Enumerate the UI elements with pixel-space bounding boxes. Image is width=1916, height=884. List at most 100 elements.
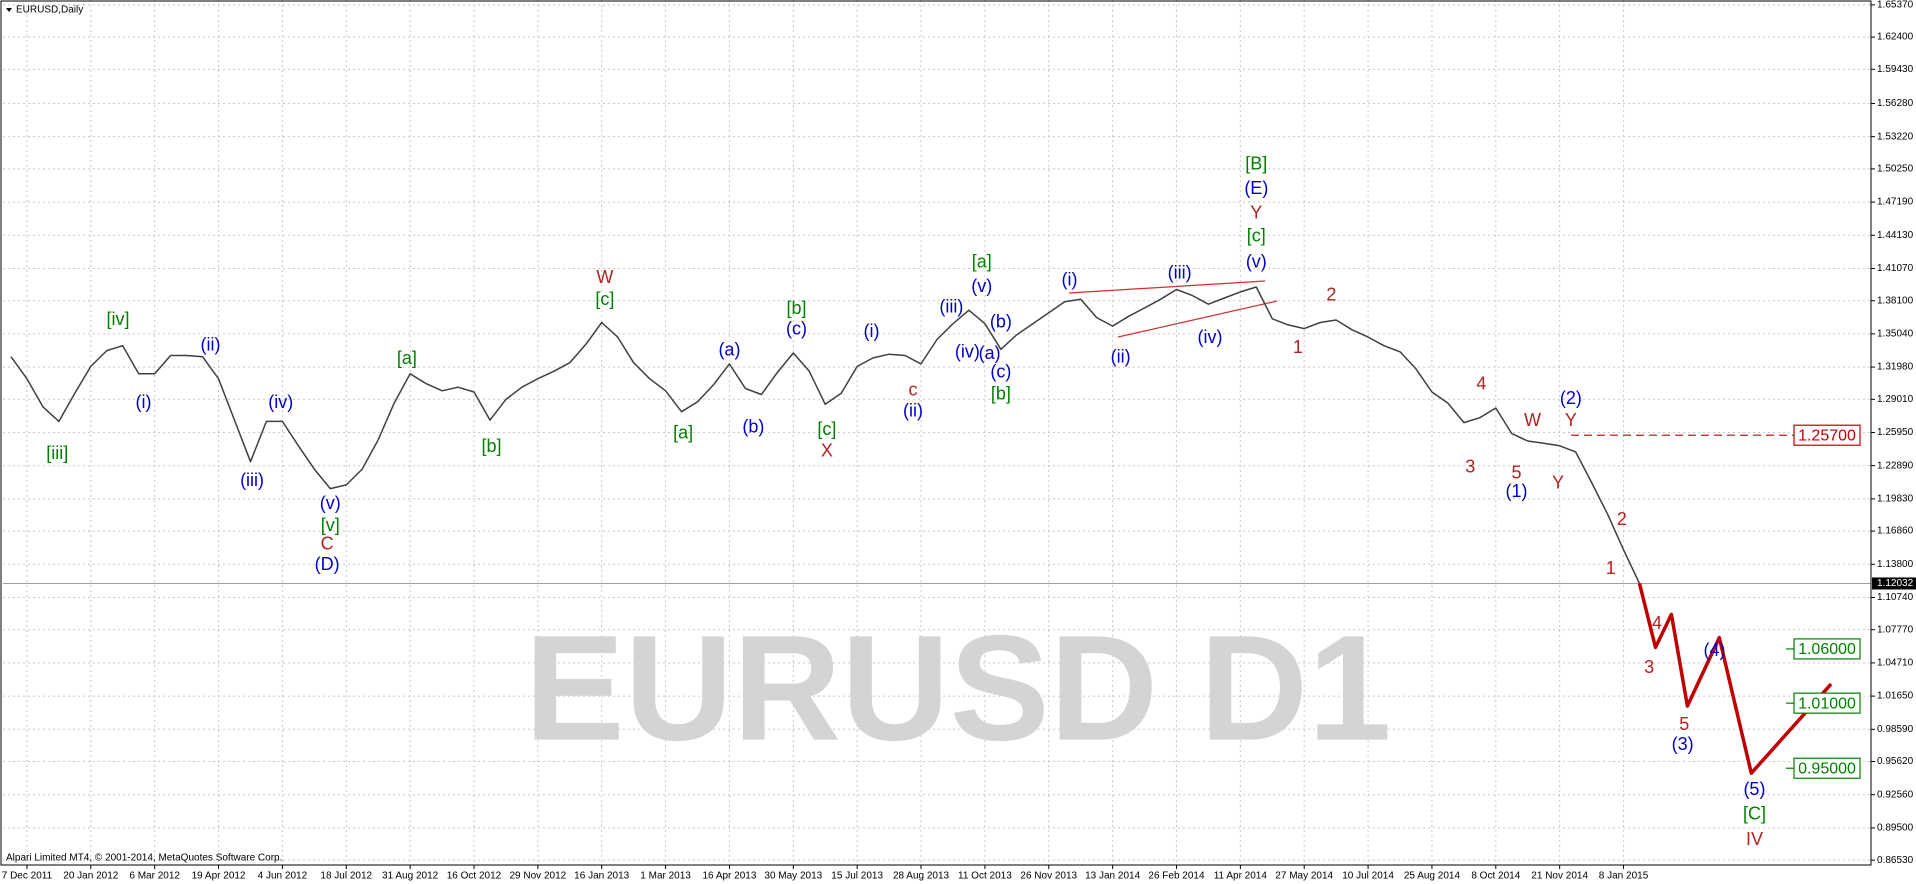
level-label: 0.95000 xyxy=(1798,760,1856,777)
price-line xyxy=(10,286,1641,584)
wave-label: (4) xyxy=(1704,640,1726,660)
x-tick-label: 15 Jul 2013 xyxy=(831,871,883,882)
wave-label: [b] xyxy=(482,436,502,456)
y-tick-label: 0.86530 xyxy=(1877,855,1914,866)
wave-label: (c) xyxy=(786,319,807,339)
level-box xyxy=(1793,757,1861,779)
y-tick-label: 1.16860 xyxy=(1877,526,1914,537)
wave-label: [b] xyxy=(786,298,806,318)
wave-label: [a] xyxy=(972,251,992,271)
y-tick-label: 1.25950 xyxy=(1877,427,1914,438)
footer: Alpari Limited MT4, © 2001-2014, MetaQuo… xyxy=(6,853,282,864)
wave-label: c xyxy=(909,380,918,400)
wave-label: (b) xyxy=(742,416,764,436)
wave-label: 2 xyxy=(1617,509,1627,529)
wave-label: X xyxy=(821,441,833,461)
wave-label: 1 xyxy=(1606,558,1616,578)
wave-label: (iii) xyxy=(939,297,963,317)
x-tick-label: 19 Apr 2012 xyxy=(192,871,246,882)
x-tick-label: 13 Jan 2014 xyxy=(1085,871,1140,882)
y-tick-label: 0.92560 xyxy=(1877,789,1914,800)
x-tick-label: 30 May 2013 xyxy=(764,871,822,882)
x-tick-label: 4 Jun 2012 xyxy=(258,871,308,882)
x-tick-label: 18 Jul 2012 xyxy=(320,871,372,882)
wave-label: (ii) xyxy=(903,400,923,420)
trendline xyxy=(1068,280,1266,294)
wave-label: 1 xyxy=(1293,337,1303,357)
wave-label: IV xyxy=(1746,829,1763,849)
x-tick-label: 16 Jan 2013 xyxy=(574,871,629,882)
x-tick-label: 16 Oct 2012 xyxy=(447,871,502,882)
wave-label: Y xyxy=(1552,472,1564,492)
y-tick-label: 0.89500 xyxy=(1877,823,1914,834)
level-label: 1.01000 xyxy=(1798,695,1856,712)
wave-label: 4 xyxy=(1652,613,1662,633)
menu-arrow[interactable] xyxy=(6,8,12,12)
x-tick-label: 8 Jan 2015 xyxy=(1599,871,1649,882)
level-box xyxy=(1793,424,1861,446)
y-tick-label: 1.35040 xyxy=(1877,329,1914,340)
grid xyxy=(3,0,1871,865)
x-tick-label: 26 Nov 2013 xyxy=(1020,871,1077,882)
wave-label: 4 xyxy=(1476,374,1486,394)
wave-label: [a] xyxy=(397,348,417,368)
wave-label: [C] xyxy=(1743,803,1766,823)
wave-label: (ii) xyxy=(1111,347,1131,367)
wave-label: 5 xyxy=(1679,714,1689,734)
wave-label: (v) xyxy=(320,493,341,513)
level-label: 1.06000 xyxy=(1798,641,1856,658)
x-tick-label: 10 Jul 2014 xyxy=(1342,871,1394,882)
y-tick-label: 1.47190 xyxy=(1877,197,1914,208)
x-tick-label: 26 Feb 2014 xyxy=(1148,871,1205,882)
y-tick-label: 1.38100 xyxy=(1877,295,1914,306)
x-tick-label: 20 Jan 2012 xyxy=(63,871,118,882)
wave-label: Y xyxy=(1565,410,1577,430)
x-tick-label: 27 May 2014 xyxy=(1275,871,1333,882)
y-tick-label: 1.01650 xyxy=(1877,691,1914,702)
wave-label: (i) xyxy=(1062,270,1078,290)
y-tick-label: 1.07770 xyxy=(1877,624,1914,635)
x-tick-label: 31 Aug 2012 xyxy=(382,871,439,882)
wave-label: (E) xyxy=(1244,178,1268,198)
x-tick-label: 25 Aug 2014 xyxy=(1404,871,1461,882)
x-tick-label: 29 Nov 2012 xyxy=(509,871,566,882)
level-box xyxy=(1793,638,1861,660)
x-tick-label: 28 Aug 2013 xyxy=(893,871,950,882)
wave-label: [c] xyxy=(1247,226,1266,246)
wave-label: [iii] xyxy=(46,443,68,463)
price-line xyxy=(1637,583,1833,775)
y-tick-label: 1.56280 xyxy=(1877,98,1914,109)
y-tick-label: 1.41070 xyxy=(1877,263,1914,274)
wave-label: (3) xyxy=(1672,734,1694,754)
y-tick-label: 1.22890 xyxy=(1877,460,1914,471)
wave-label: (i) xyxy=(135,392,151,412)
wave-label: (v) xyxy=(1246,251,1267,271)
wave-label: 5 xyxy=(1512,463,1522,483)
x-tick-label: 11 Oct 2013 xyxy=(958,871,1012,882)
wave-label: (c) xyxy=(990,361,1011,381)
wave-label: (5) xyxy=(1743,779,1765,799)
wave-label: (a) xyxy=(979,343,1001,363)
y-tick-label: 1.62400 xyxy=(1877,32,1914,43)
wave-label: W xyxy=(1524,410,1541,430)
x-tick-label: 6 Mar 2012 xyxy=(129,871,180,882)
wave-label: [v] xyxy=(321,515,340,535)
x-tick-label: 7 Dec 2011 xyxy=(2,871,53,882)
y-tick-label: 1.50250 xyxy=(1877,164,1914,175)
y-tick-label: 1.53220 xyxy=(1877,131,1914,142)
wave-label: (iv) xyxy=(1198,327,1223,347)
wave-label: (iv) xyxy=(955,342,980,362)
wave-label: (iv) xyxy=(268,392,293,412)
wave-label: (iii) xyxy=(1168,262,1192,282)
y-tick-label: 1.29010 xyxy=(1877,394,1914,405)
wave-label: [iv] xyxy=(106,309,129,329)
level-label: 1.25700 xyxy=(1798,427,1856,444)
x-tick-label: 1 Mar 2013 xyxy=(640,871,691,882)
last-price-box xyxy=(1872,577,1916,590)
wave-label: (a) xyxy=(718,339,740,359)
marks: 1.25700 1.06000 1.01000 0.95000 [iv] [iii] (i)… xyxy=(3,154,1871,849)
y-tick-label: 0.95620 xyxy=(1877,756,1914,767)
wave-label: (b) xyxy=(990,311,1012,331)
